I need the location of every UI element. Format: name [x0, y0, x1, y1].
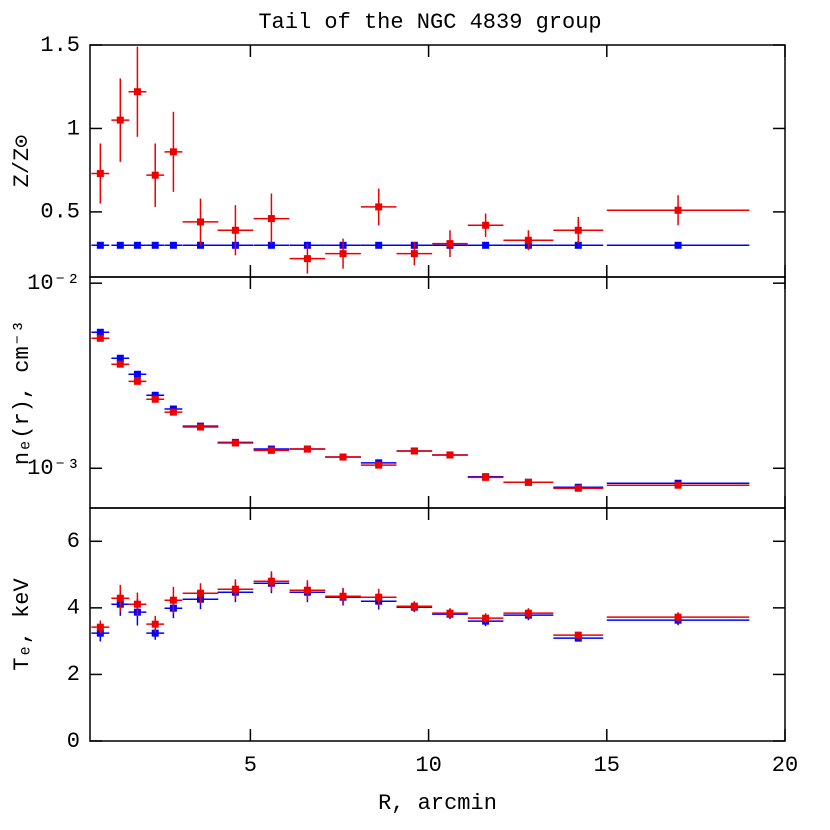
marker [303, 445, 311, 453]
marker [339, 250, 347, 258]
marker [574, 484, 582, 492]
marker [231, 585, 239, 593]
marker [674, 241, 682, 249]
marker [133, 241, 141, 249]
plot-frame [89, 507, 786, 742]
marker [674, 206, 682, 214]
y-tick-label: 0.5 [40, 200, 80, 225]
marker [410, 250, 418, 258]
marker [375, 461, 383, 469]
marker [303, 255, 311, 263]
y-axis-label: Z/Z⊙ [10, 135, 35, 188]
marker [151, 620, 159, 628]
marker [116, 241, 124, 249]
marker [482, 614, 490, 622]
x-tick-label: 5 [244, 753, 257, 778]
x-axis-label: R, arcmin [378, 791, 497, 816]
marker [151, 241, 159, 249]
marker [339, 453, 347, 461]
marker [196, 423, 204, 431]
y-tick-label: 1.5 [40, 33, 80, 58]
marker [96, 334, 104, 342]
marker [674, 613, 682, 621]
marker [196, 589, 204, 597]
marker [375, 593, 383, 601]
marker [574, 241, 582, 249]
marker [151, 391, 159, 399]
marker [133, 88, 141, 96]
y-tick-label: 10⁻² [27, 271, 80, 296]
marker [151, 171, 159, 179]
marker [482, 241, 490, 249]
marker [674, 481, 682, 489]
marker [231, 226, 239, 234]
x-tick-label: 10 [415, 753, 441, 778]
marker [96, 328, 104, 336]
marker [446, 240, 454, 248]
marker [303, 586, 311, 594]
marker [151, 629, 159, 637]
marker [482, 473, 490, 481]
y-tick-label: 0 [67, 729, 80, 754]
marker [482, 221, 490, 229]
marker [196, 218, 204, 226]
y-axis-label: nₑ(r), cm⁻³ [10, 320, 35, 465]
marker [410, 447, 418, 455]
x-tick-label: 20 [772, 753, 798, 778]
marker [574, 226, 582, 234]
x-tick-label: 15 [594, 753, 620, 778]
marker [133, 377, 141, 385]
marker [267, 215, 275, 223]
plot-frame [89, 276, 786, 509]
marker [524, 236, 532, 244]
y-tick-label: 4 [67, 596, 80, 621]
marker [267, 446, 275, 454]
marker [169, 596, 177, 604]
marker [524, 478, 532, 486]
marker [133, 370, 141, 378]
marker [116, 354, 124, 362]
marker [169, 408, 177, 416]
marker [133, 600, 141, 608]
marker [96, 170, 104, 178]
marker [116, 116, 124, 124]
marker [169, 148, 177, 156]
marker [96, 623, 104, 631]
marker [151, 395, 159, 403]
marker [116, 360, 124, 368]
marker [446, 451, 454, 459]
marker [524, 609, 532, 617]
y-tick-label: 2 [67, 662, 80, 687]
marker [410, 602, 418, 610]
marker [446, 609, 454, 617]
marker [339, 592, 347, 600]
marker [169, 241, 177, 249]
marker [267, 577, 275, 585]
marker [231, 439, 239, 447]
y-tick-label: 1 [67, 116, 80, 141]
marker [574, 631, 582, 639]
y-axis-label: Tₑ, keV [10, 577, 35, 670]
marker [96, 241, 104, 249]
y-tick-label: 10⁻³ [27, 456, 80, 481]
chart-title: Tail of the NGC 4839 group [258, 10, 601, 35]
marker [375, 241, 383, 249]
y-tick-label: 6 [67, 529, 80, 554]
marker [267, 241, 275, 249]
marker [116, 594, 124, 602]
marker [375, 203, 383, 211]
